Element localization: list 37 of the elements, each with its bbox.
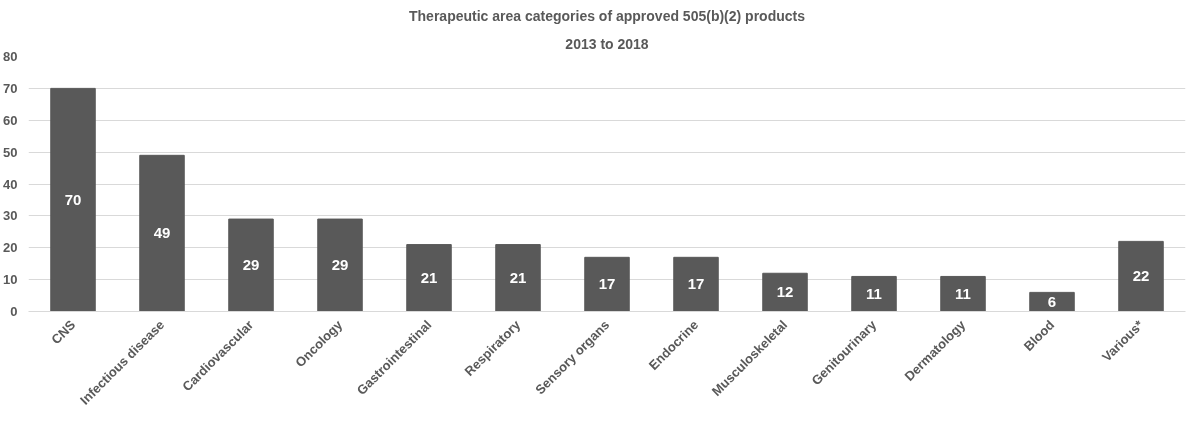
y-tick-label: 60 — [3, 112, 18, 128]
bar — [584, 256, 630, 312]
y-tick-label: 20 — [3, 240, 18, 256]
data-label: 17 — [598, 275, 616, 293]
data-label: 11 — [866, 284, 882, 302]
y-tick-label: 40 — [3, 176, 18, 192]
data-label: 21 — [509, 269, 527, 287]
bar — [1029, 291, 1075, 312]
data-label: 12 — [776, 283, 794, 301]
data-label: 29 — [242, 256, 260, 274]
bar — [673, 256, 719, 312]
bar — [1118, 240, 1164, 312]
data-label: 11 — [955, 284, 971, 302]
bar — [228, 218, 274, 312]
bar — [50, 87, 96, 312]
bar — [139, 154, 185, 312]
data-label: 17 — [687, 275, 705, 293]
chart-subtitle: 2013 to 2018 — [565, 35, 649, 52]
data-label: 29 — [331, 256, 349, 274]
y-tick-label: 0 — [10, 304, 18, 319]
y-tick-label: 50 — [3, 144, 18, 160]
bar — [762, 272, 808, 312]
data-label: 6 — [1047, 292, 1057, 310]
bar — [317, 218, 363, 312]
bar — [940, 275, 986, 312]
bar — [495, 244, 541, 312]
y-tick-label: 70 — [3, 80, 18, 96]
y-tick-label: 80 — [3, 49, 18, 64]
data-label: 49 — [153, 224, 171, 242]
chart-title: Therapeutic area categories of approved 505(b)(2) products — [409, 7, 806, 24]
data-label: 22 — [1132, 267, 1150, 285]
bar — [851, 275, 897, 312]
data-label: 70 — [64, 190, 82, 208]
y-tick-label: 10 — [3, 272, 18, 288]
data-label: 21 — [420, 269, 438, 287]
y-tick-label: 30 — [3, 208, 18, 224]
bar — [406, 244, 452, 312]
